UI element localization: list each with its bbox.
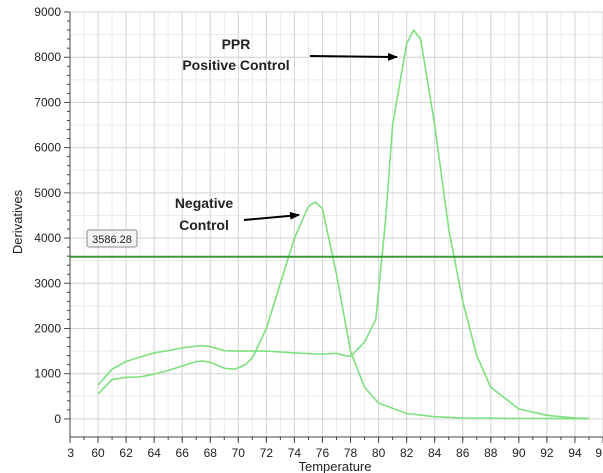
y-tick-label: 7000 xyxy=(34,95,61,109)
x-tick-label: 90 xyxy=(512,446,526,460)
y-tick-label: 8000 xyxy=(34,50,61,64)
annotations: PPR Positive Control Negative Control xyxy=(175,36,398,233)
series-line-2 xyxy=(97,29,589,420)
annotation-positive-line-1: PPR xyxy=(222,36,251,52)
x-tick-label: 64 xyxy=(147,446,161,460)
series-line-1 xyxy=(97,201,589,420)
threshold: 3586.28 xyxy=(70,229,603,258)
annotation-negative-line-2: Control xyxy=(179,217,229,233)
threshold-label: 3586.28 xyxy=(92,234,132,246)
x-tick-label: 86 xyxy=(456,446,470,460)
x-tick-label: 68 xyxy=(204,446,218,460)
x-tick-label: 84 xyxy=(428,446,442,460)
x-tick-label: 74 xyxy=(288,446,302,460)
x-tick-label: 80 xyxy=(372,446,386,460)
y-axis-label: Derivatives xyxy=(10,189,25,254)
x-tick-label: 82 xyxy=(400,446,414,460)
arrow-negative-control xyxy=(243,211,300,221)
x-tick-label: 92 xyxy=(540,446,554,460)
y-tick-label: 2000 xyxy=(34,321,61,335)
threshold-label-box xyxy=(86,229,138,248)
x-axis-label: Temperature xyxy=(299,459,372,473)
x-tick-label: 72 xyxy=(260,446,274,460)
annotation-negative-control: Negative Control xyxy=(175,195,234,233)
x-tick-label: 62 xyxy=(119,446,133,460)
x-tick-label: 3 xyxy=(67,446,74,460)
arrow-positive-control xyxy=(309,52,398,61)
x-tick-label: 70 xyxy=(232,446,246,460)
y-tick-label: 4000 xyxy=(34,231,61,245)
y-tick-label: 3000 xyxy=(34,276,61,290)
y-tick-label: 6000 xyxy=(34,141,61,155)
x-tick-label: 88 xyxy=(484,446,498,460)
x-tick-label: 66 xyxy=(176,446,190,460)
series-group xyxy=(97,29,589,420)
x-tick-label: 9 xyxy=(595,446,602,460)
x-tick-label: 78 xyxy=(344,446,358,460)
annotation-negative-line-1: Negative xyxy=(175,195,234,211)
y-tick-label: 1000 xyxy=(34,367,61,381)
y-tick-label: 0 xyxy=(54,412,61,426)
x-tick-label: 60 xyxy=(91,446,105,460)
y-tick-label: 5000 xyxy=(34,186,61,200)
axes: 0 1000 2000 3000 4000 5000 6000 7000 8000 9000 3 60… xyxy=(10,5,603,473)
annotation-positive-control: PPR Positive Control xyxy=(182,36,289,73)
y-tick-label: 9000 xyxy=(34,5,61,19)
annotation-positive-line-2: Positive Control xyxy=(182,57,289,73)
x-tick-label: 76 xyxy=(316,446,330,460)
x-tick-label: 94 xyxy=(568,446,582,460)
